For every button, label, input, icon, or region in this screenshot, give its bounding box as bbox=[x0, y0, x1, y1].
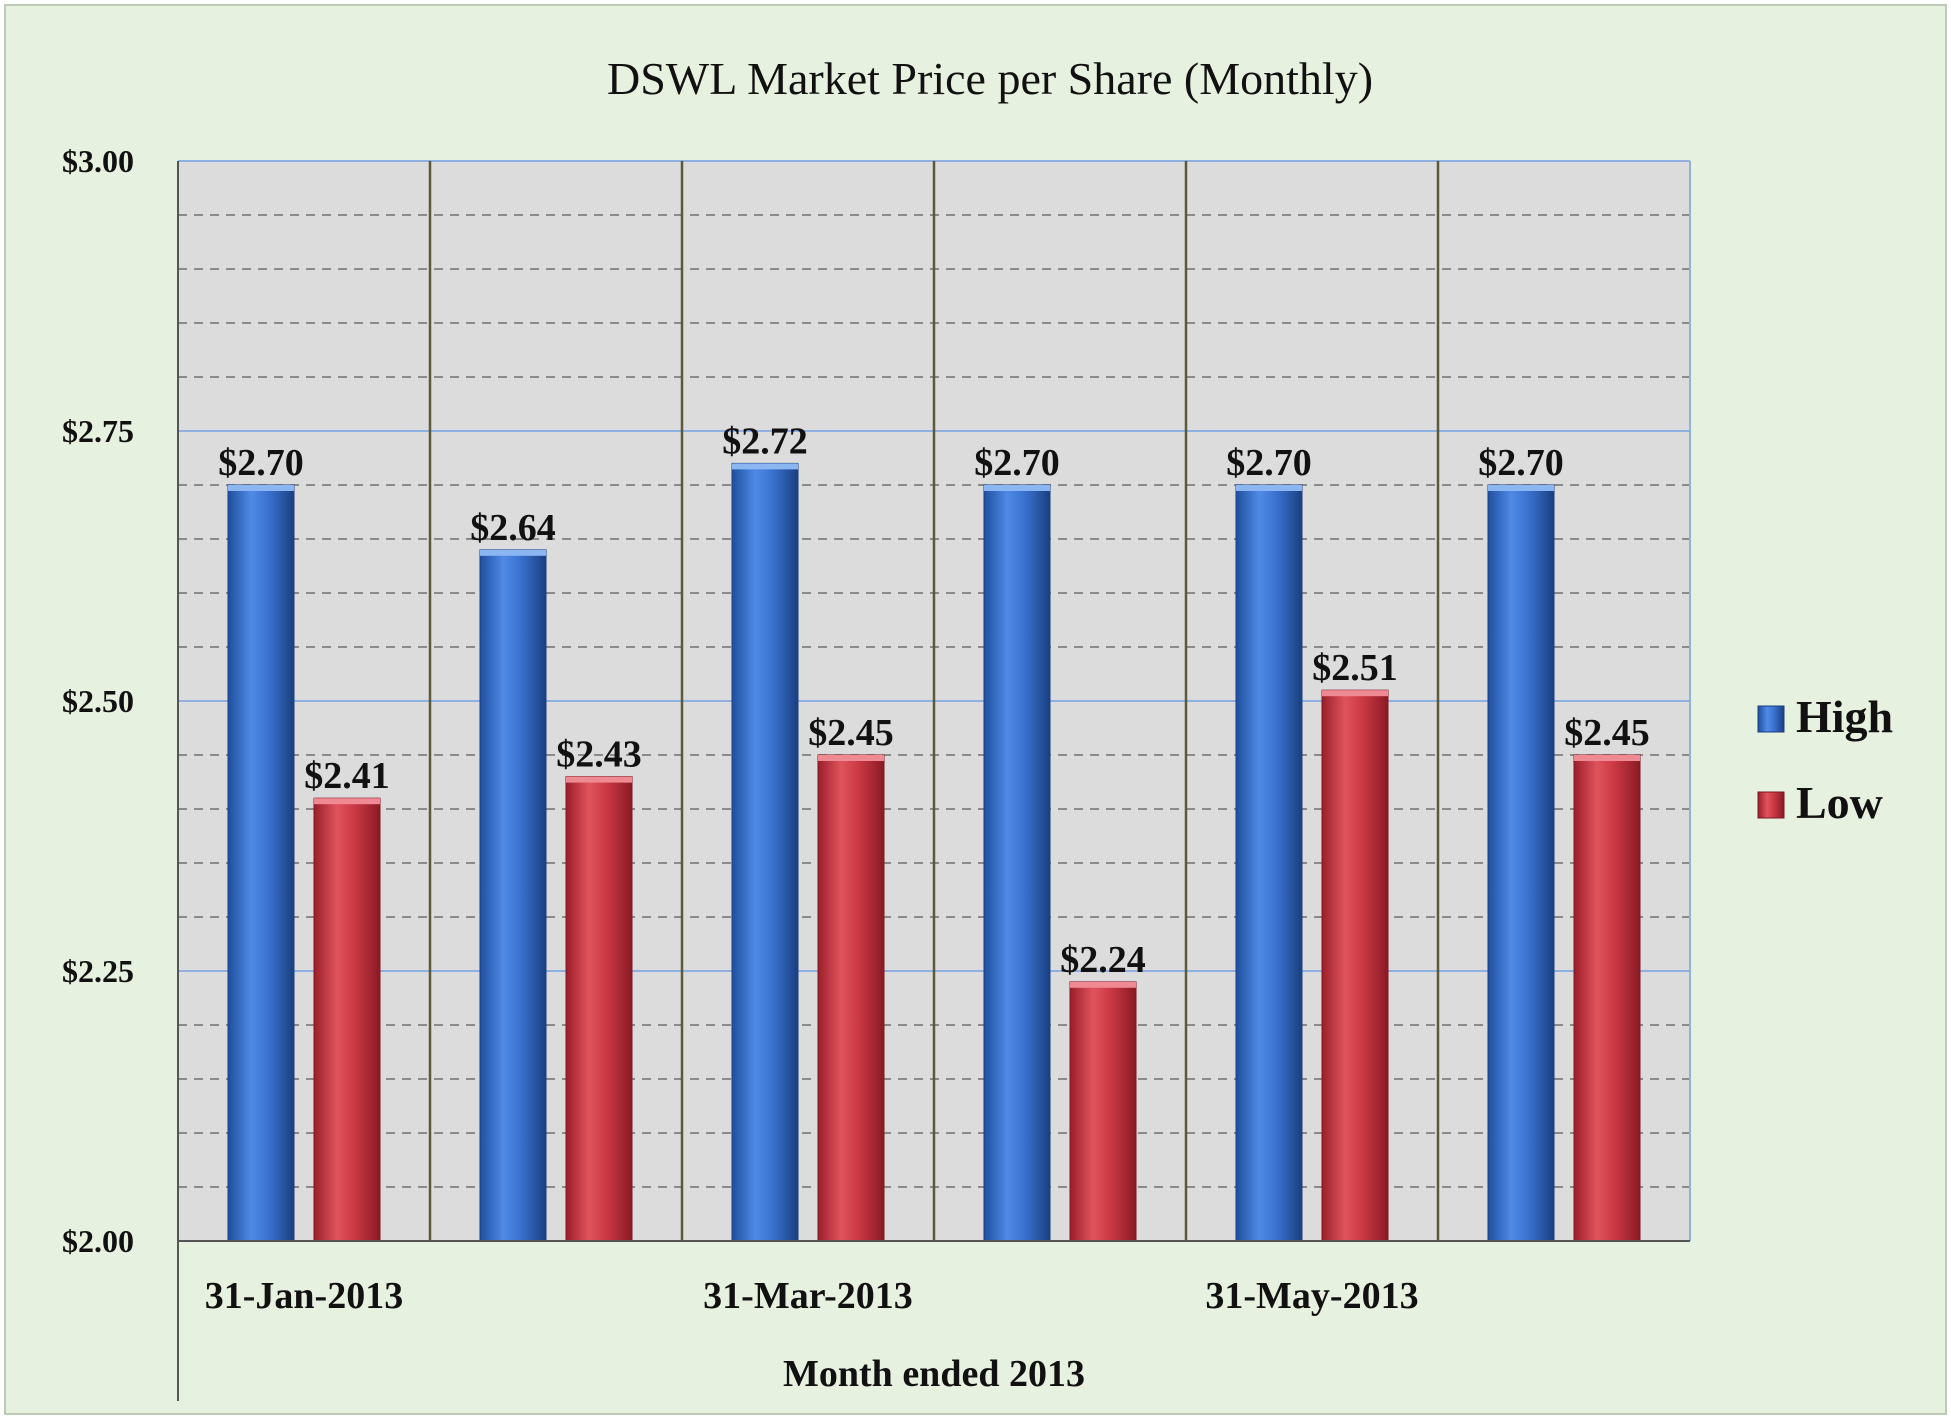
legend-swatch-low bbox=[1757, 791, 1785, 819]
y-tick-label: $2.25 bbox=[62, 953, 134, 989]
bar-high bbox=[1487, 484, 1555, 1242]
bar-high bbox=[1235, 484, 1303, 1242]
bar-high bbox=[227, 484, 295, 1242]
bar-top-highlight bbox=[314, 798, 380, 805]
bar-low bbox=[1321, 689, 1389, 1242]
bar-top-highlight bbox=[1488, 485, 1554, 491]
legend-label-low: Low bbox=[1796, 777, 1883, 828]
bar-top-highlight bbox=[1070, 981, 1136, 988]
bar-high bbox=[479, 549, 547, 1242]
legend-label-high: High bbox=[1796, 691, 1893, 742]
data-label-high: $2.72 bbox=[722, 420, 808, 462]
data-label-high: $2.70 bbox=[218, 442, 304, 484]
y-tick-label: $2.50 bbox=[62, 683, 134, 719]
bar-low bbox=[817, 754, 885, 1242]
x-tick-labels: 31-Jan-2013 31-Mar-2013 31-May-2013 bbox=[205, 1275, 1419, 1317]
x-tick-label: 31-May-2013 bbox=[1205, 1275, 1418, 1317]
y-tick-label: $2.75 bbox=[62, 413, 134, 449]
data-label-low: $2.51 bbox=[1312, 647, 1398, 689]
x-tick-label: 31-Jan-2013 bbox=[205, 1275, 403, 1317]
bar-top-highlight bbox=[228, 485, 294, 491]
bar-low bbox=[313, 797, 381, 1242]
x-axis-label: Month ended 2013 bbox=[783, 1353, 1085, 1395]
bar-top-highlight bbox=[566, 776, 632, 783]
data-label-low: $2.45 bbox=[1564, 712, 1650, 754]
bar-top-highlight bbox=[984, 485, 1050, 491]
bar-top-highlight bbox=[1322, 690, 1388, 697]
data-label-high: $2.70 bbox=[974, 442, 1060, 484]
y-tick-label: $2.00 bbox=[62, 1223, 134, 1259]
bar-top-highlight bbox=[1574, 755, 1640, 761]
chart-title: DSWL Market Price per Share (Monthly) bbox=[607, 53, 1373, 104]
bar-top-highlight bbox=[480, 549, 546, 556]
data-label-high: $2.70 bbox=[1226, 442, 1312, 484]
legend-swatch-high bbox=[1757, 705, 1785, 733]
data-label-high: $2.64 bbox=[470, 507, 556, 549]
chart-frame: DSWL Market Price per Share (Monthly) $2… bbox=[4, 4, 1947, 1415]
bar-high bbox=[731, 462, 799, 1242]
chart-canvas: DSWL Market Price per Share (Monthly) $2… bbox=[62, 53, 1893, 1401]
legend: High Low bbox=[1757, 691, 1893, 828]
category-separators bbox=[428, 161, 1440, 1241]
data-labels: $2.70 $2.64 $2.72 $2.70 $2.70 $2.70 $2.41 $2.43… bbox=[218, 420, 1650, 980]
data-label-low: $2.45 bbox=[808, 712, 894, 754]
data-label-low: $2.24 bbox=[1060, 939, 1146, 981]
bar-top-highlight bbox=[818, 755, 884, 761]
bars bbox=[227, 462, 1641, 1242]
bar-low bbox=[565, 776, 633, 1242]
bar-low bbox=[1069, 981, 1137, 1242]
bar-top-highlight bbox=[1236, 485, 1302, 491]
bar-top-highlight bbox=[732, 463, 798, 470]
data-label-low: $2.43 bbox=[556, 734, 642, 776]
bar-high bbox=[983, 484, 1051, 1242]
y-tick-label: $3.00 bbox=[62, 143, 134, 179]
data-label-high: $2.70 bbox=[1478, 442, 1564, 484]
y-tick-labels: $2.00 $2.25 $2.50 $2.75 $3.00 bbox=[62, 143, 134, 1259]
data-label-low: $2.41 bbox=[304, 755, 390, 797]
x-tick-label: 31-Mar-2013 bbox=[703, 1275, 913, 1317]
bar-low bbox=[1573, 754, 1641, 1242]
